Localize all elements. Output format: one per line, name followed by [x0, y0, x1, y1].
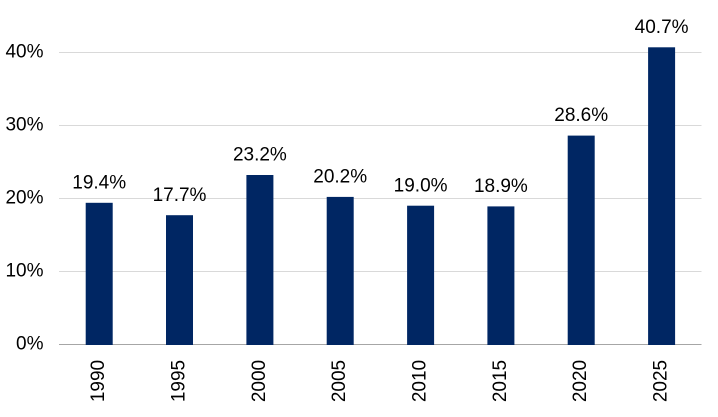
svg-text:17.7%: 17.7%: [153, 185, 207, 206]
svg-text:28.6%: 28.6%: [554, 105, 608, 126]
svg-text:40%: 40%: [5, 42, 43, 63]
svg-text:18.9%: 18.9%: [474, 176, 528, 197]
svg-text:19.4%: 19.4%: [72, 172, 126, 193]
svg-text:2020: 2020: [570, 360, 591, 402]
svg-text:2010: 2010: [410, 360, 431, 402]
svg-text:19.0%: 19.0%: [394, 175, 448, 196]
svg-text:20.2%: 20.2%: [313, 167, 367, 188]
svg-text:2005: 2005: [329, 360, 350, 402]
svg-text:2015: 2015: [490, 360, 511, 402]
svg-text:20%: 20%: [5, 188, 43, 209]
svg-text:2000: 2000: [249, 360, 270, 402]
svg-text:10%: 10%: [5, 261, 43, 282]
svg-text:1990: 1990: [88, 360, 109, 402]
svg-text:30%: 30%: [5, 115, 43, 136]
svg-text:23.2%: 23.2%: [233, 145, 287, 166]
svg-text:2025: 2025: [651, 360, 672, 402]
svg-text:1995: 1995: [169, 360, 190, 402]
svg-text:0%: 0%: [16, 334, 44, 355]
svg-text:40.7%: 40.7%: [635, 17, 689, 38]
